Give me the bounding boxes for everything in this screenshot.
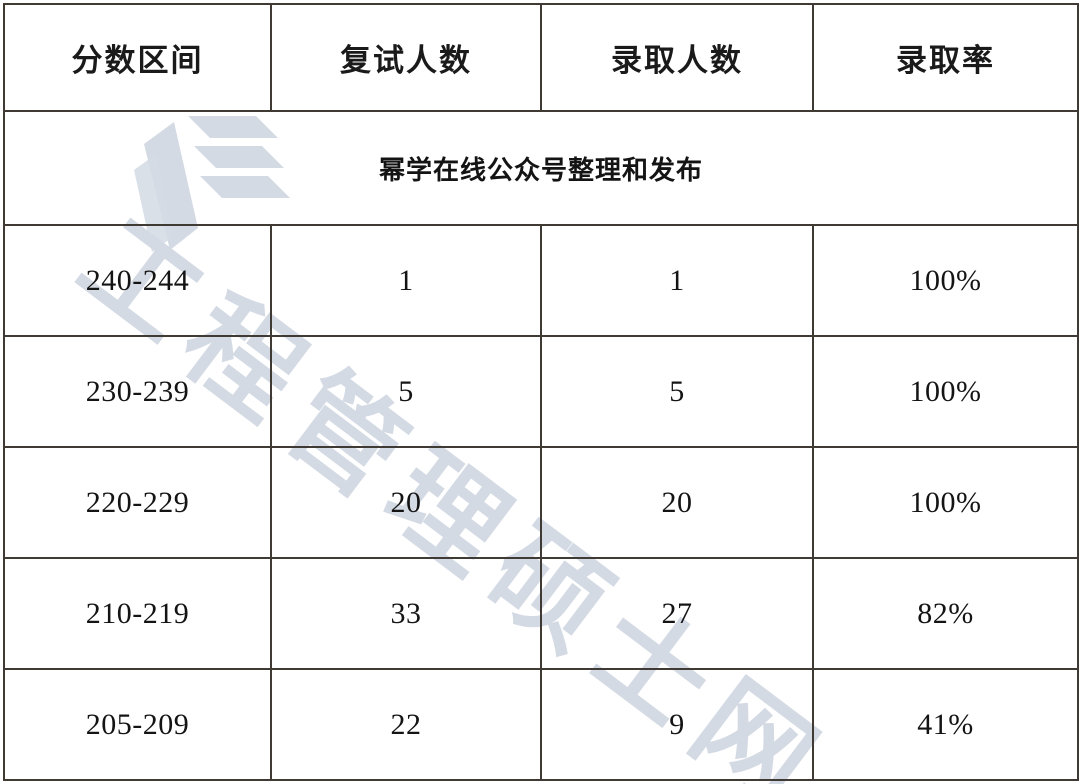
cell-score-range: 210-219 xyxy=(3,557,272,670)
cell-admitted-count: 1 xyxy=(540,224,814,337)
table-row: 220-229 20 20 100% xyxy=(3,446,1079,559)
cell-interview-count: 1 xyxy=(270,224,542,337)
cell-admission-rate: 100% xyxy=(812,446,1079,559)
cell-score-range: 230-239 xyxy=(3,335,272,448)
column-header-score-range: 分数区间 xyxy=(3,3,272,112)
cell-admission-rate: 41% xyxy=(812,668,1079,781)
table-row: 205-209 22 9 41% xyxy=(3,668,1079,781)
cell-admission-rate: 100% xyxy=(812,335,1079,448)
cell-interview-count: 22 xyxy=(270,668,542,781)
column-header-admitted-count: 录取人数 xyxy=(540,3,814,112)
cell-interview-count: 5 xyxy=(270,335,542,448)
cell-admitted-count: 5 xyxy=(540,335,814,448)
source-note: 幂学在线公众号整理和发布 xyxy=(3,110,1079,226)
cell-admitted-count: 9 xyxy=(540,668,814,781)
table-note-row: 幂学在线公众号整理和发布 xyxy=(3,110,1079,226)
cell-score-range: 220-229 xyxy=(3,446,272,559)
table-row: 230-239 5 5 100% xyxy=(3,335,1079,448)
score-distribution-table: 分数区间 复试人数 录取人数 录取率 幂学在线公众号整理和发布 240-244 … xyxy=(3,3,1079,781)
table-row: 210-219 33 27 82% xyxy=(3,557,1079,670)
column-header-interview-count: 复试人数 xyxy=(270,3,542,112)
table-row: 240-244 1 1 100% xyxy=(3,224,1079,337)
cell-score-range: 205-209 xyxy=(3,668,272,781)
column-header-admission-rate: 录取率 xyxy=(812,3,1079,112)
cell-interview-count: 20 xyxy=(270,446,542,559)
cell-score-range: 240-244 xyxy=(3,224,272,337)
cell-interview-count: 33 xyxy=(270,557,542,670)
cell-admission-rate: 100% xyxy=(812,224,1079,337)
cell-admission-rate: 82% xyxy=(812,557,1079,670)
table-header-row: 分数区间 复试人数 录取人数 录取率 xyxy=(3,3,1079,112)
cell-admitted-count: 27 xyxy=(540,557,814,670)
cell-admitted-count: 20 xyxy=(540,446,814,559)
